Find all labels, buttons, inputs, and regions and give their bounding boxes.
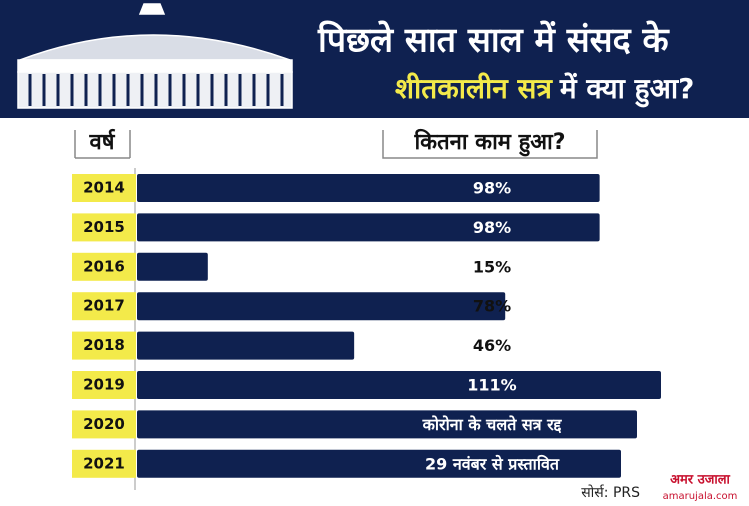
- logo: अमर उजाला: [670, 473, 730, 488]
- category-label: 2015: [83, 218, 125, 236]
- category-header: वर्ष: [89, 128, 116, 155]
- category-box: [72, 213, 136, 242]
- category-box: [72, 292, 136, 321]
- category-label: 2020: [83, 415, 125, 433]
- category-label: 2021: [83, 454, 125, 472]
- category-label: 2017: [83, 297, 125, 315]
- subtitle: शीतकालीन सत्र में क्या हुआ?: [395, 72, 694, 108]
- value-label: 98%: [473, 218, 511, 237]
- source: सोर्स: PRS: [581, 484, 640, 501]
- header-bracket: [382, 130, 598, 159]
- bar: [137, 174, 600, 202]
- category-box: [72, 252, 136, 281]
- value-label: 98%: [473, 179, 511, 198]
- value-label: 29 नवंबर से प्रस्तावित: [425, 454, 560, 473]
- note-bar: [137, 449, 621, 478]
- category-box: [72, 331, 136, 360]
- logo-url: amarujala.com: [663, 491, 738, 502]
- subtitle-highlight: शीतकालीन सत्र: [395, 72, 553, 105]
- category-box: [72, 174, 136, 202]
- bar: [137, 213, 600, 242]
- value-label: 15%: [473, 257, 511, 276]
- category-box: [72, 410, 136, 439]
- category-label: 2018: [83, 336, 125, 354]
- bar: [137, 252, 208, 281]
- category-box: [72, 449, 136, 478]
- subtitle-rest: में क्या हुआ?: [559, 72, 694, 108]
- header-bracket: [74, 130, 131, 159]
- bar: [137, 292, 506, 321]
- chart-title: पिछले सात साल में संसद के: [317, 20, 671, 61]
- value-header: कितना काम हुआ?: [413, 128, 565, 157]
- category-label: 2014: [83, 179, 125, 197]
- bar: [137, 371, 661, 399]
- note-bar: [137, 410, 637, 439]
- value-label: 111%: [467, 376, 516, 395]
- category-label: 2019: [83, 376, 125, 394]
- category-box: [72, 371, 136, 399]
- parliament-illustration: [17, 3, 293, 109]
- value-label: 46%: [473, 336, 511, 355]
- category-label: 2016: [83, 257, 125, 275]
- value-label: कोरोना के चलते सत्र रद्द: [422, 415, 563, 434]
- value-label: 78%: [473, 297, 511, 316]
- bar: [137, 331, 355, 360]
